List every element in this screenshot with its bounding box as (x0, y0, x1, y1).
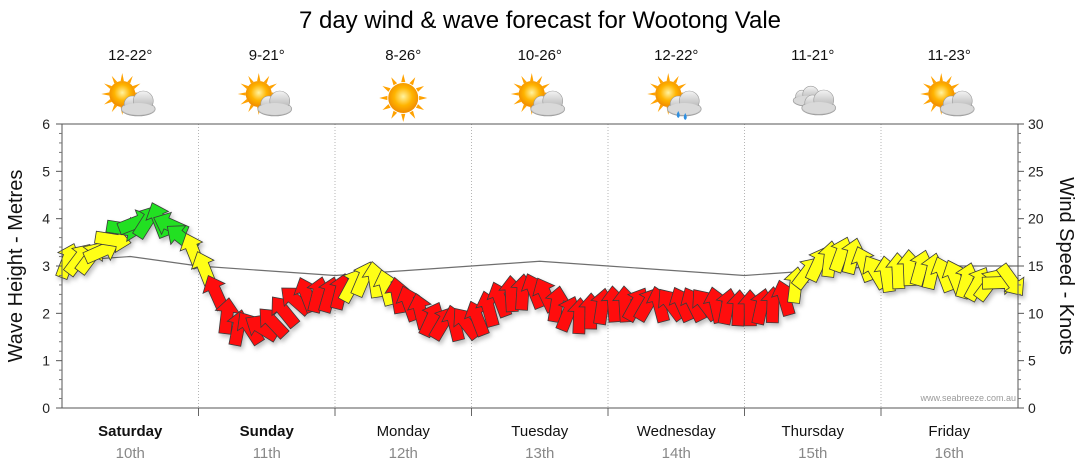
left-tick-label: 2 (42, 305, 50, 321)
day-label: Friday (928, 423, 970, 440)
left-tick-label: 4 (42, 211, 50, 227)
temperature-label: 12-22° (654, 47, 698, 64)
axes: 0 1 2 3 4 5 6 0 5 10 15 20 25 30 Saturday 10th Sunday 11t… (42, 116, 1044, 462)
right-tick-label: 20 (1028, 211, 1044, 227)
right-tick-label: 15 (1028, 258, 1044, 274)
temperature-label: 10-26° (518, 47, 562, 64)
right-axis-label: Wind Speed - Knots (1055, 177, 1077, 355)
temperature-label: 12-22° (108, 47, 152, 64)
day-label: Thursday (781, 423, 844, 440)
source-credit: www.seabreeze.com.au (919, 393, 1016, 403)
date-label: 13th (525, 445, 554, 462)
weather-icon-row (101, 73, 975, 122)
day-label: Tuesday (511, 423, 568, 440)
left-tick-label: 5 (42, 163, 50, 179)
day-label: Sunday (240, 423, 295, 440)
left-axis-label: Wave Height - Metres (5, 170, 27, 363)
temperature-label: 11-21° (791, 47, 834, 64)
sunny-icon (379, 74, 428, 122)
wind-series (55, 202, 1025, 347)
left-tick-label: 3 (42, 258, 50, 274)
temperature-label: 9-21° (249, 47, 285, 64)
day-label: Monday (377, 423, 431, 440)
date-label: 15th (798, 445, 827, 462)
date-label: 14th (662, 445, 691, 462)
right-tick-label: 30 (1028, 116, 1044, 132)
temperature-label: 8-26° (385, 47, 421, 64)
partly-cloudy-icon (237, 73, 293, 117)
partly-cloudy-icon (101, 73, 156, 117)
plot-grid (198, 124, 882, 408)
left-tick-label: 0 (42, 400, 50, 416)
right-tick-label: 0 (1028, 400, 1036, 416)
day-label: Wednesday (637, 423, 716, 440)
date-label: 10th (116, 445, 145, 462)
cloudy-icon (792, 85, 837, 116)
date-label: 12th (389, 445, 418, 462)
right-tick-label: 5 (1028, 353, 1036, 369)
date-label: 16th (935, 445, 964, 462)
wind-arrow (995, 262, 1025, 297)
wave-height-line (61, 255, 1018, 277)
temperature-label: 11-23° (928, 47, 971, 64)
left-tick-label: 6 (42, 116, 50, 132)
date-label: 11th (253, 445, 281, 462)
partly-cloudy-icon (920, 73, 975, 117)
temperature-row: 12-22° 9-21° 8-26° 10-26° 12-22° 11-21° 11-23° (108, 47, 971, 64)
day-label: Saturday (98, 423, 163, 440)
showers-icon (647, 73, 702, 120)
right-tick-label: 10 (1028, 305, 1044, 321)
left-tick-label: 1 (42, 353, 50, 369)
wave-series (61, 255, 1018, 277)
partly-cloudy-icon (510, 73, 566, 117)
chart-title: 7 day wind & wave forecast for Wootong V… (299, 7, 781, 34)
right-tick-label: 25 (1028, 163, 1044, 179)
